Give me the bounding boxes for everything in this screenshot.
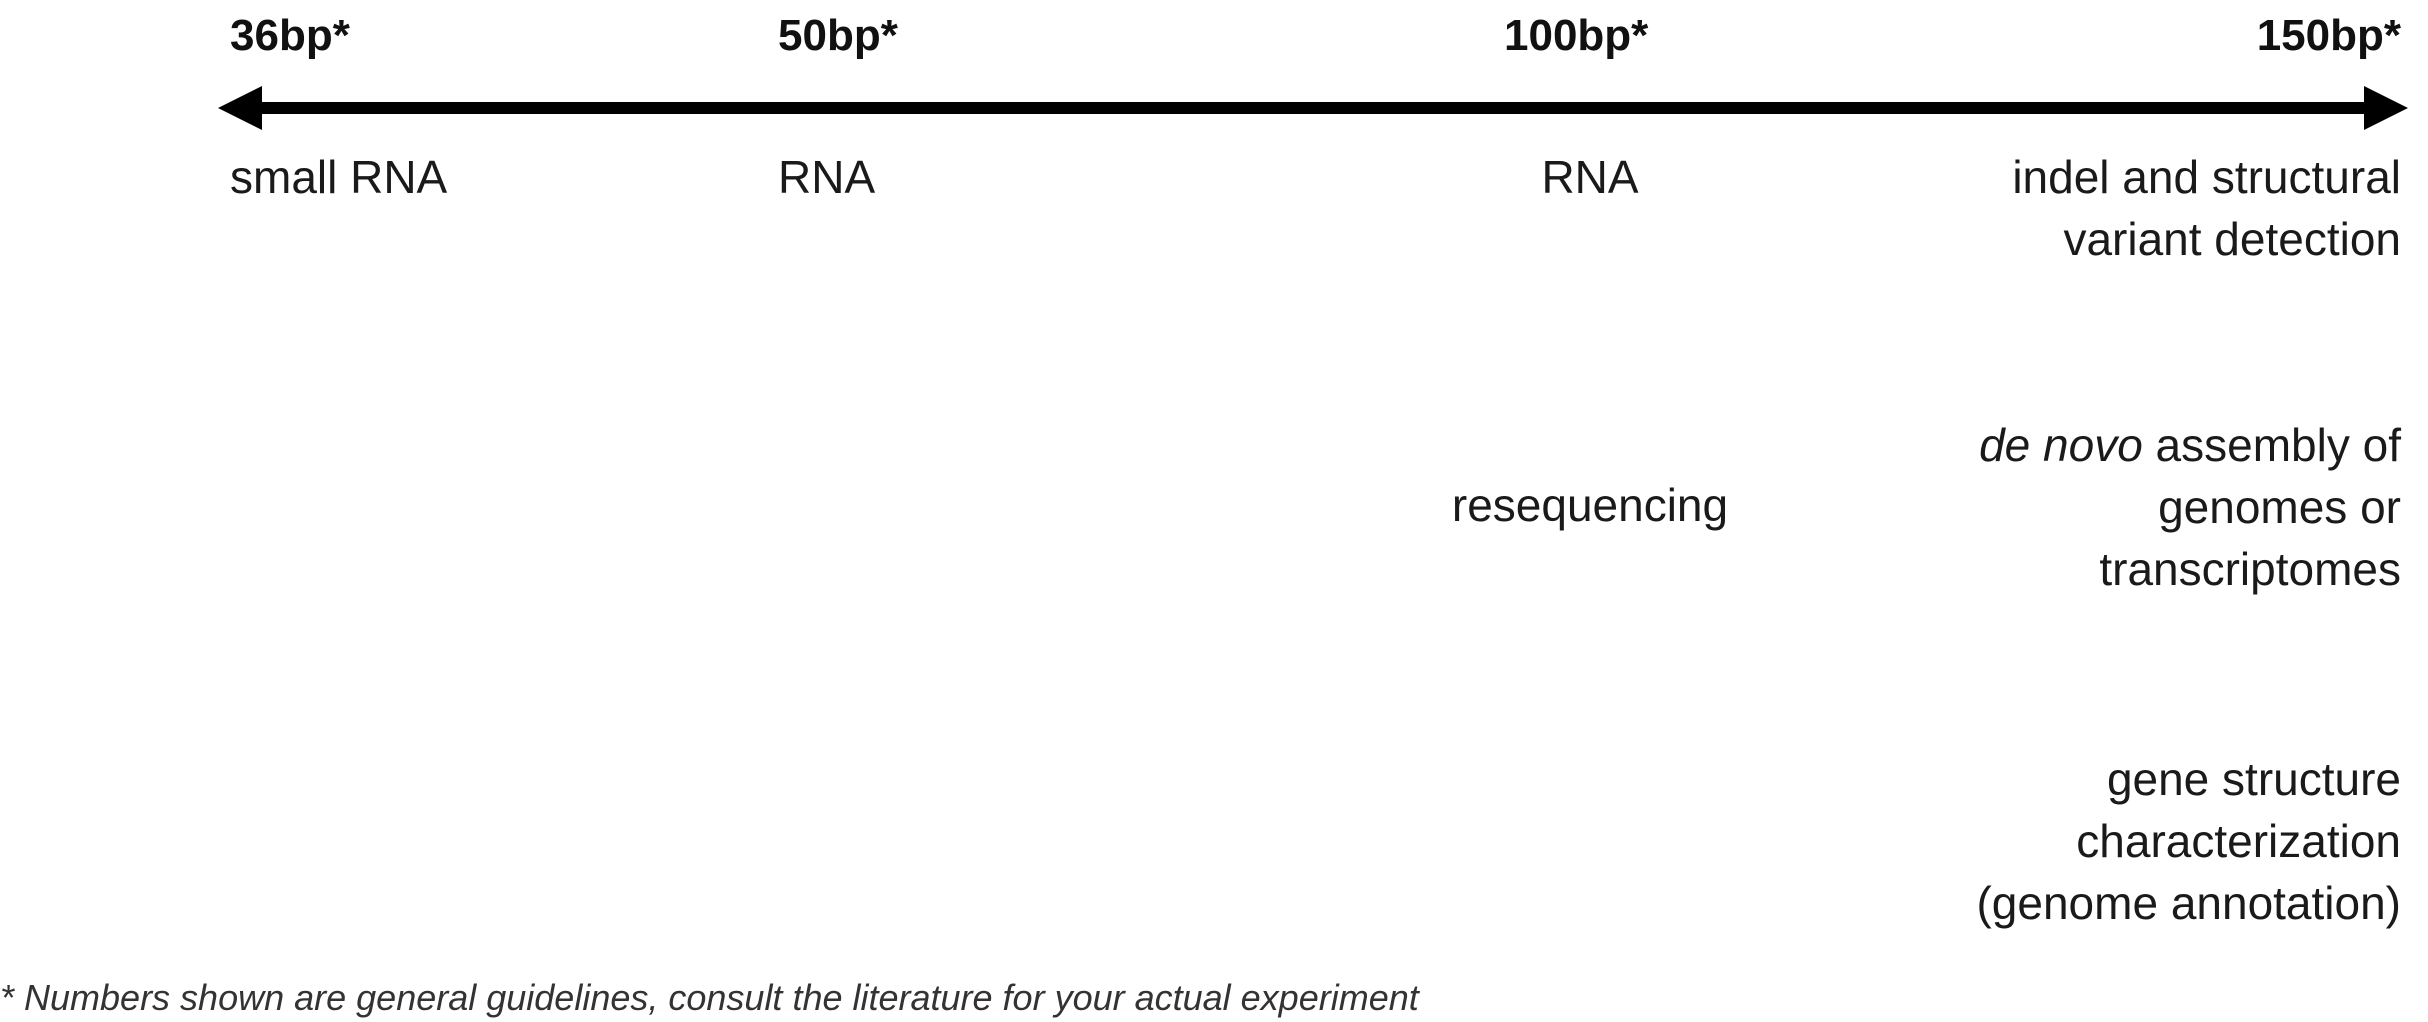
read-length-axis-arrow <box>218 86 2408 130</box>
denovo-italic-term: de novo <box>1979 419 2143 471</box>
gene-line-3: (genome annotation) <box>1976 877 2401 929</box>
application-rna-100bp: RNA <box>1541 151 1639 203</box>
application-de-novo-assembly: de novo assembly of genomes or transcrip… <box>1979 414 2401 600</box>
tick-label-36bp: 36bp* <box>230 11 350 60</box>
denovo-line-1: de novo assembly of <box>1979 414 2401 476</box>
denovo-line-3: transcriptomes <box>2099 543 2401 595</box>
denovo-line-2: genomes or <box>2158 481 2401 533</box>
application-gene-structure: gene structure characterization (genome … <box>1976 748 2401 934</box>
application-rna-50bp: RNA <box>778 151 876 203</box>
tick-label-150bp: 150bp* <box>2256 11 2401 60</box>
footnote: * Numbers shown are general guidelines, … <box>0 977 1419 1018</box>
application-resequencing: resequencing <box>1451 479 1729 531</box>
tick-label-50bp: 50bp* <box>778 11 898 60</box>
application-small-rna: small RNA <box>230 151 448 203</box>
tick-label-100bp: 100bp* <box>1504 11 1649 60</box>
gene-line-1: gene structure <box>2106 753 2401 805</box>
denovo-line-1-rest: assembly of <box>2142 419 2401 471</box>
indel-line-2: variant detection <box>2063 213 2401 265</box>
right-arrowhead <box>2364 86 2408 130</box>
left-arrowhead <box>218 86 262 130</box>
gene-line-2: characterization <box>2076 815 2401 867</box>
application-indel-structural-variant: indel and structural variant detection <box>2012 146 2401 270</box>
indel-line-1: indel and structural <box>2012 151 2401 203</box>
